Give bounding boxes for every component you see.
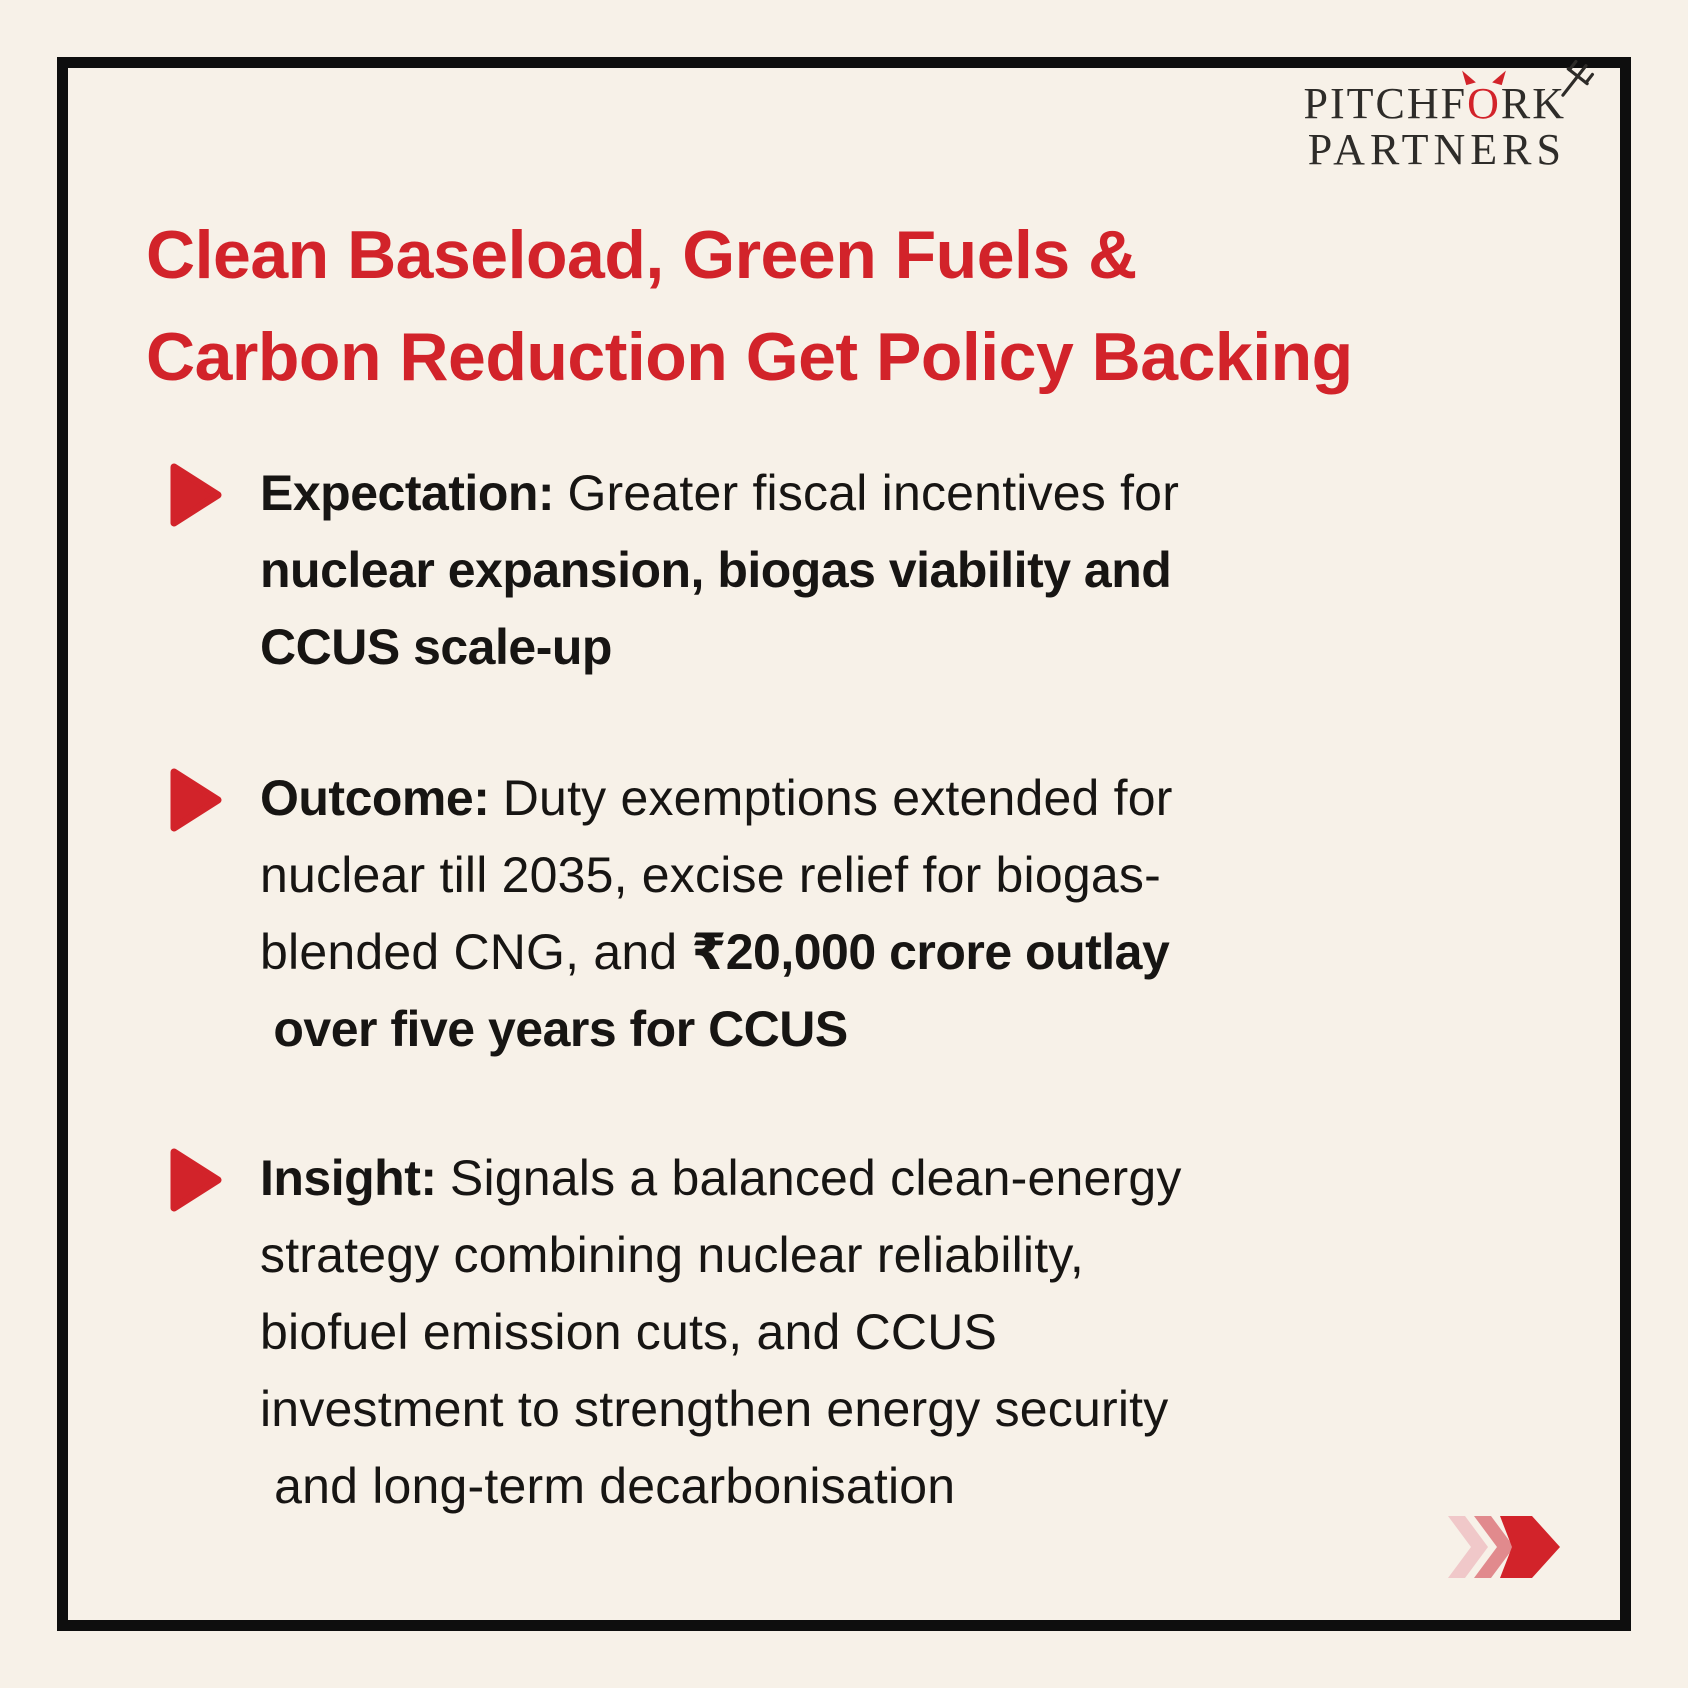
bullet-segment: ₹20,000 crore outlay (691, 924, 1170, 980)
title-line-2: Carbon Reduction Get Policy Backing (146, 319, 1353, 395)
bullet-segment: Expectation: (260, 465, 568, 521)
bullet-segment: Outcome: (260, 770, 503, 826)
bullet-item: Expectation: Greater fiscal incentives f… (170, 455, 1179, 686)
bullet-line: Outcome: Duty exemptions extended for (260, 760, 1173, 837)
bullet-segment: over five years for CCUS (260, 1001, 848, 1057)
bullet-triangle-icon (170, 1148, 222, 1212)
bullet-segment: and long-term decarbonisation (260, 1458, 956, 1514)
poster-frame (57, 57, 1631, 1631)
bullet-segment: CCUS scale-up (260, 619, 612, 675)
bullet-line: Insight: Signals a balanced clean-energy (260, 1140, 1182, 1217)
bullet-segment: investment to strengthen energy security (260, 1381, 1169, 1437)
bullet-segment: Greater fiscal incentives for (567, 465, 1180, 521)
bullet-text: Insight: Signals a balanced clean-energy… (260, 1140, 1182, 1525)
pitchfork-icon (1561, 59, 1595, 97)
bullet-item: Insight: Signals a balanced clean-energy… (170, 1140, 1182, 1525)
bullet-segment: Duty exemptions extended for (502, 770, 1173, 826)
bullet-line: and long-term decarbonisation (260, 1448, 1182, 1525)
bullet-text: Expectation: Greater fiscal incentives f… (260, 455, 1179, 686)
bullet-segment: biofuel emission cuts, and CCUS (260, 1304, 998, 1360)
bullet-line: investment to strengthen energy security (260, 1371, 1182, 1448)
bullet-segment: blended CNG, and (260, 924, 692, 980)
bullet-line: biofuel emission cuts, and CCUS (260, 1294, 1182, 1371)
bullet-line: strategy combining nuclear reliability, (260, 1217, 1182, 1294)
logo-o-letter: O (1467, 79, 1501, 128)
bullet-segment: Signals a balanced clean-energy (449, 1150, 1182, 1206)
bullet-line: over five years for CCUS (260, 991, 1173, 1068)
bullet-item: Outcome: Duty exemptions extended for nuc… (170, 760, 1173, 1068)
bullet-line: nuclear till 2035, excise relief for bio… (260, 837, 1173, 914)
bullet-segment: Insight: (260, 1150, 450, 1206)
bullet-line: blended CNG, and ₹20,000 crore outlay (260, 914, 1173, 991)
bullet-text: Outcome: Duty exemptions extended for nuc… (260, 760, 1173, 1068)
logo-text-pre: PITCHF (1303, 79, 1468, 128)
next-slide-arrow-icon (1448, 1516, 1560, 1578)
logo-line-1: PITCHFORK (1303, 59, 1595, 128)
bullet-line: CCUS scale-up (260, 609, 1179, 686)
bullet-line: nuclear expansion, biogas viability and (260, 532, 1179, 609)
devil-horns-o-icon: O (1467, 80, 1501, 128)
title-line-1: Clean Baseload, Green Fuels & (146, 217, 1137, 293)
bullet-segment: nuclear expansion, biogas viability and (260, 542, 1172, 598)
logo-text-post: RK (1500, 79, 1566, 128)
bullet-triangle-icon (170, 463, 222, 527)
bullet-segment: strategy combining nuclear reliability, (260, 1227, 1084, 1283)
bullet-triangle-icon (170, 768, 222, 832)
bullet-line: Expectation: Greater fiscal incentives f… (260, 455, 1179, 532)
brand-logo: PITCHFORK PARTNERS (1303, 59, 1595, 174)
bullet-segment: nuclear till 2035, excise relief for bio… (260, 847, 1161, 903)
logo-line-2: PARTNERS (1307, 125, 1566, 174)
page-title: Clean Baseload, Green Fuels & Carbon Red… (146, 204, 1353, 408)
